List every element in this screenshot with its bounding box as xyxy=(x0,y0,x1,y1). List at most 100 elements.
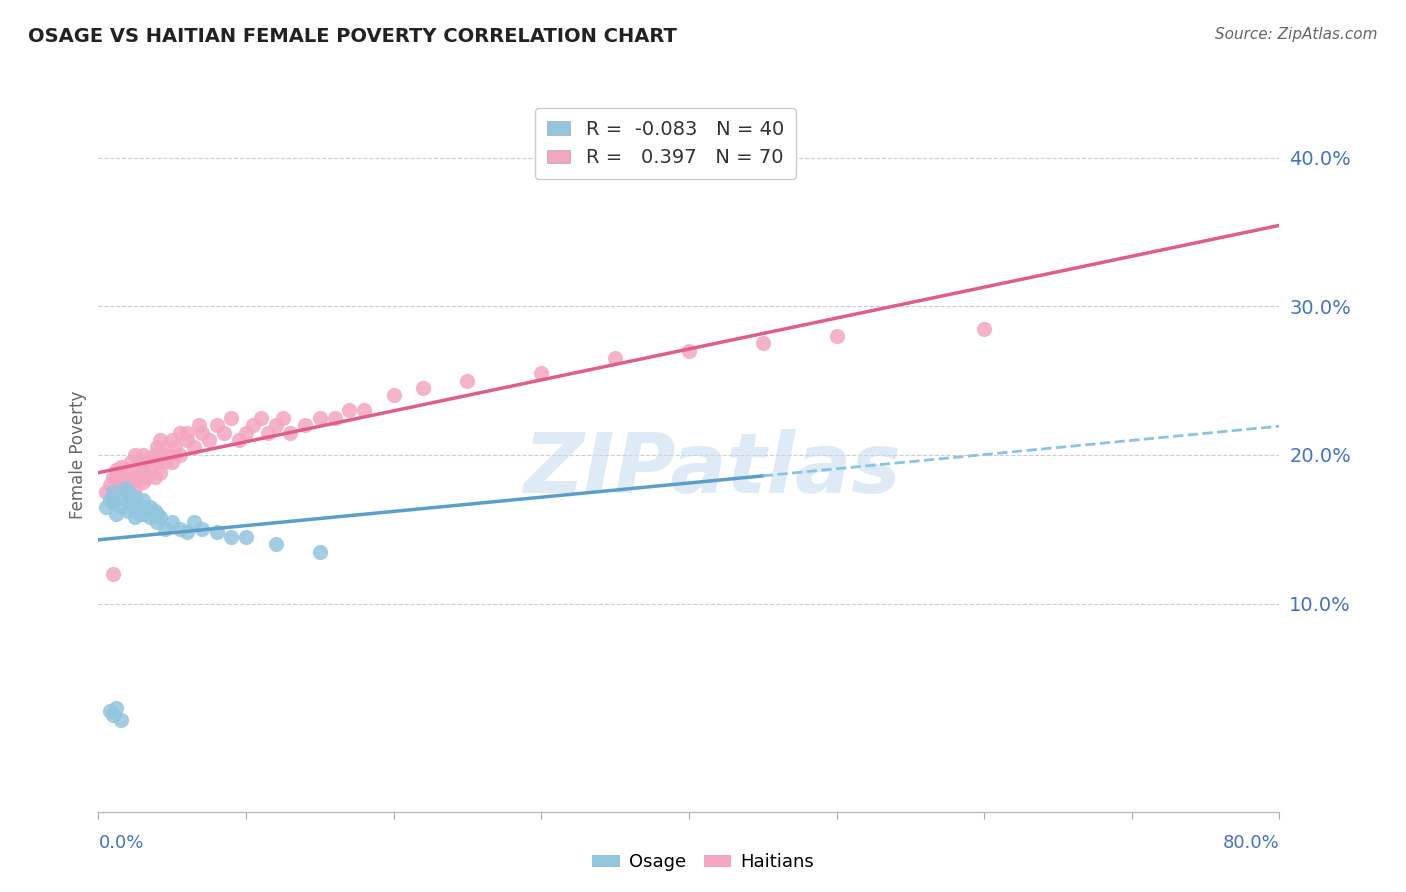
Point xyxy=(117,485,139,500)
Point xyxy=(132,492,155,507)
Point xyxy=(183,441,205,455)
Point xyxy=(153,522,176,536)
Point xyxy=(128,508,150,522)
Point xyxy=(117,492,139,507)
Point xyxy=(94,485,117,500)
Point xyxy=(105,463,128,477)
Point xyxy=(257,425,280,440)
Point xyxy=(103,708,125,723)
Point xyxy=(278,425,302,440)
Point xyxy=(212,425,235,440)
Text: OSAGE VS HAITIAN FEMALE POVERTY CORRELATION CHART: OSAGE VS HAITIAN FEMALE POVERTY CORRELAT… xyxy=(28,27,678,45)
Point xyxy=(143,470,166,484)
Point xyxy=(235,530,257,544)
Point xyxy=(139,459,162,474)
Point xyxy=(165,441,187,455)
Point xyxy=(114,470,136,484)
Point xyxy=(146,508,169,522)
Point xyxy=(117,504,139,518)
Point xyxy=(183,515,205,529)
Point xyxy=(323,410,346,425)
Point xyxy=(132,500,155,514)
Point xyxy=(98,477,121,491)
Point xyxy=(264,418,287,433)
Point xyxy=(103,485,125,500)
Point xyxy=(294,418,316,433)
Point xyxy=(219,530,242,544)
Y-axis label: Female Poverty: Female Poverty xyxy=(69,391,87,519)
Point xyxy=(337,403,360,417)
Point xyxy=(235,425,257,440)
Point xyxy=(176,425,198,440)
Point xyxy=(162,433,183,447)
Point xyxy=(124,490,146,504)
Point xyxy=(110,459,132,474)
Point xyxy=(132,508,155,522)
Point xyxy=(124,510,146,524)
Point xyxy=(110,713,132,727)
Point xyxy=(228,433,250,447)
Point xyxy=(124,470,146,484)
Point xyxy=(169,522,191,536)
Point xyxy=(176,525,198,540)
Point xyxy=(825,329,848,343)
Point xyxy=(105,470,128,484)
Point xyxy=(751,336,773,351)
Point xyxy=(128,455,150,469)
Point xyxy=(103,566,125,581)
Point xyxy=(353,403,375,417)
Point xyxy=(149,433,172,447)
Point xyxy=(110,500,132,514)
Point xyxy=(309,410,332,425)
Point xyxy=(169,448,191,462)
Point xyxy=(110,490,132,504)
Point xyxy=(117,466,139,480)
Point xyxy=(124,481,146,495)
Legend: Osage, Haitians: Osage, Haitians xyxy=(585,847,821,879)
Point xyxy=(132,463,155,477)
Point xyxy=(242,418,264,433)
Point xyxy=(162,455,183,469)
Point xyxy=(103,492,125,507)
Point xyxy=(264,537,287,551)
Point xyxy=(114,481,136,495)
Point xyxy=(205,418,228,433)
Point xyxy=(530,366,553,380)
Point xyxy=(132,448,155,462)
Point xyxy=(149,466,172,480)
Point xyxy=(146,441,169,455)
Point xyxy=(169,425,191,440)
Point xyxy=(412,381,434,395)
Text: 80.0%: 80.0% xyxy=(1223,834,1279,852)
Point xyxy=(103,470,125,484)
Point xyxy=(135,470,157,484)
Point xyxy=(128,466,150,480)
Point xyxy=(139,500,162,514)
Point xyxy=(139,450,162,465)
Point xyxy=(250,410,273,425)
Point xyxy=(149,510,172,524)
Point xyxy=(176,433,198,447)
Point xyxy=(605,351,627,366)
Point xyxy=(103,495,125,509)
Point xyxy=(162,515,183,529)
Point xyxy=(117,485,139,500)
Point xyxy=(219,410,242,425)
Point xyxy=(153,441,176,455)
Text: ZIPatlas: ZIPatlas xyxy=(523,429,901,509)
Point xyxy=(187,418,209,433)
Point xyxy=(191,522,214,536)
Point xyxy=(120,495,142,509)
Point xyxy=(456,374,478,388)
Point xyxy=(132,475,155,489)
Point xyxy=(94,500,117,514)
Point xyxy=(678,343,700,358)
Point xyxy=(143,504,166,518)
Point xyxy=(157,448,180,462)
Point xyxy=(309,544,332,558)
Point xyxy=(110,481,132,495)
Point xyxy=(124,500,146,514)
Point xyxy=(973,321,995,335)
Text: 0.0%: 0.0% xyxy=(98,834,143,852)
Point xyxy=(120,475,142,489)
